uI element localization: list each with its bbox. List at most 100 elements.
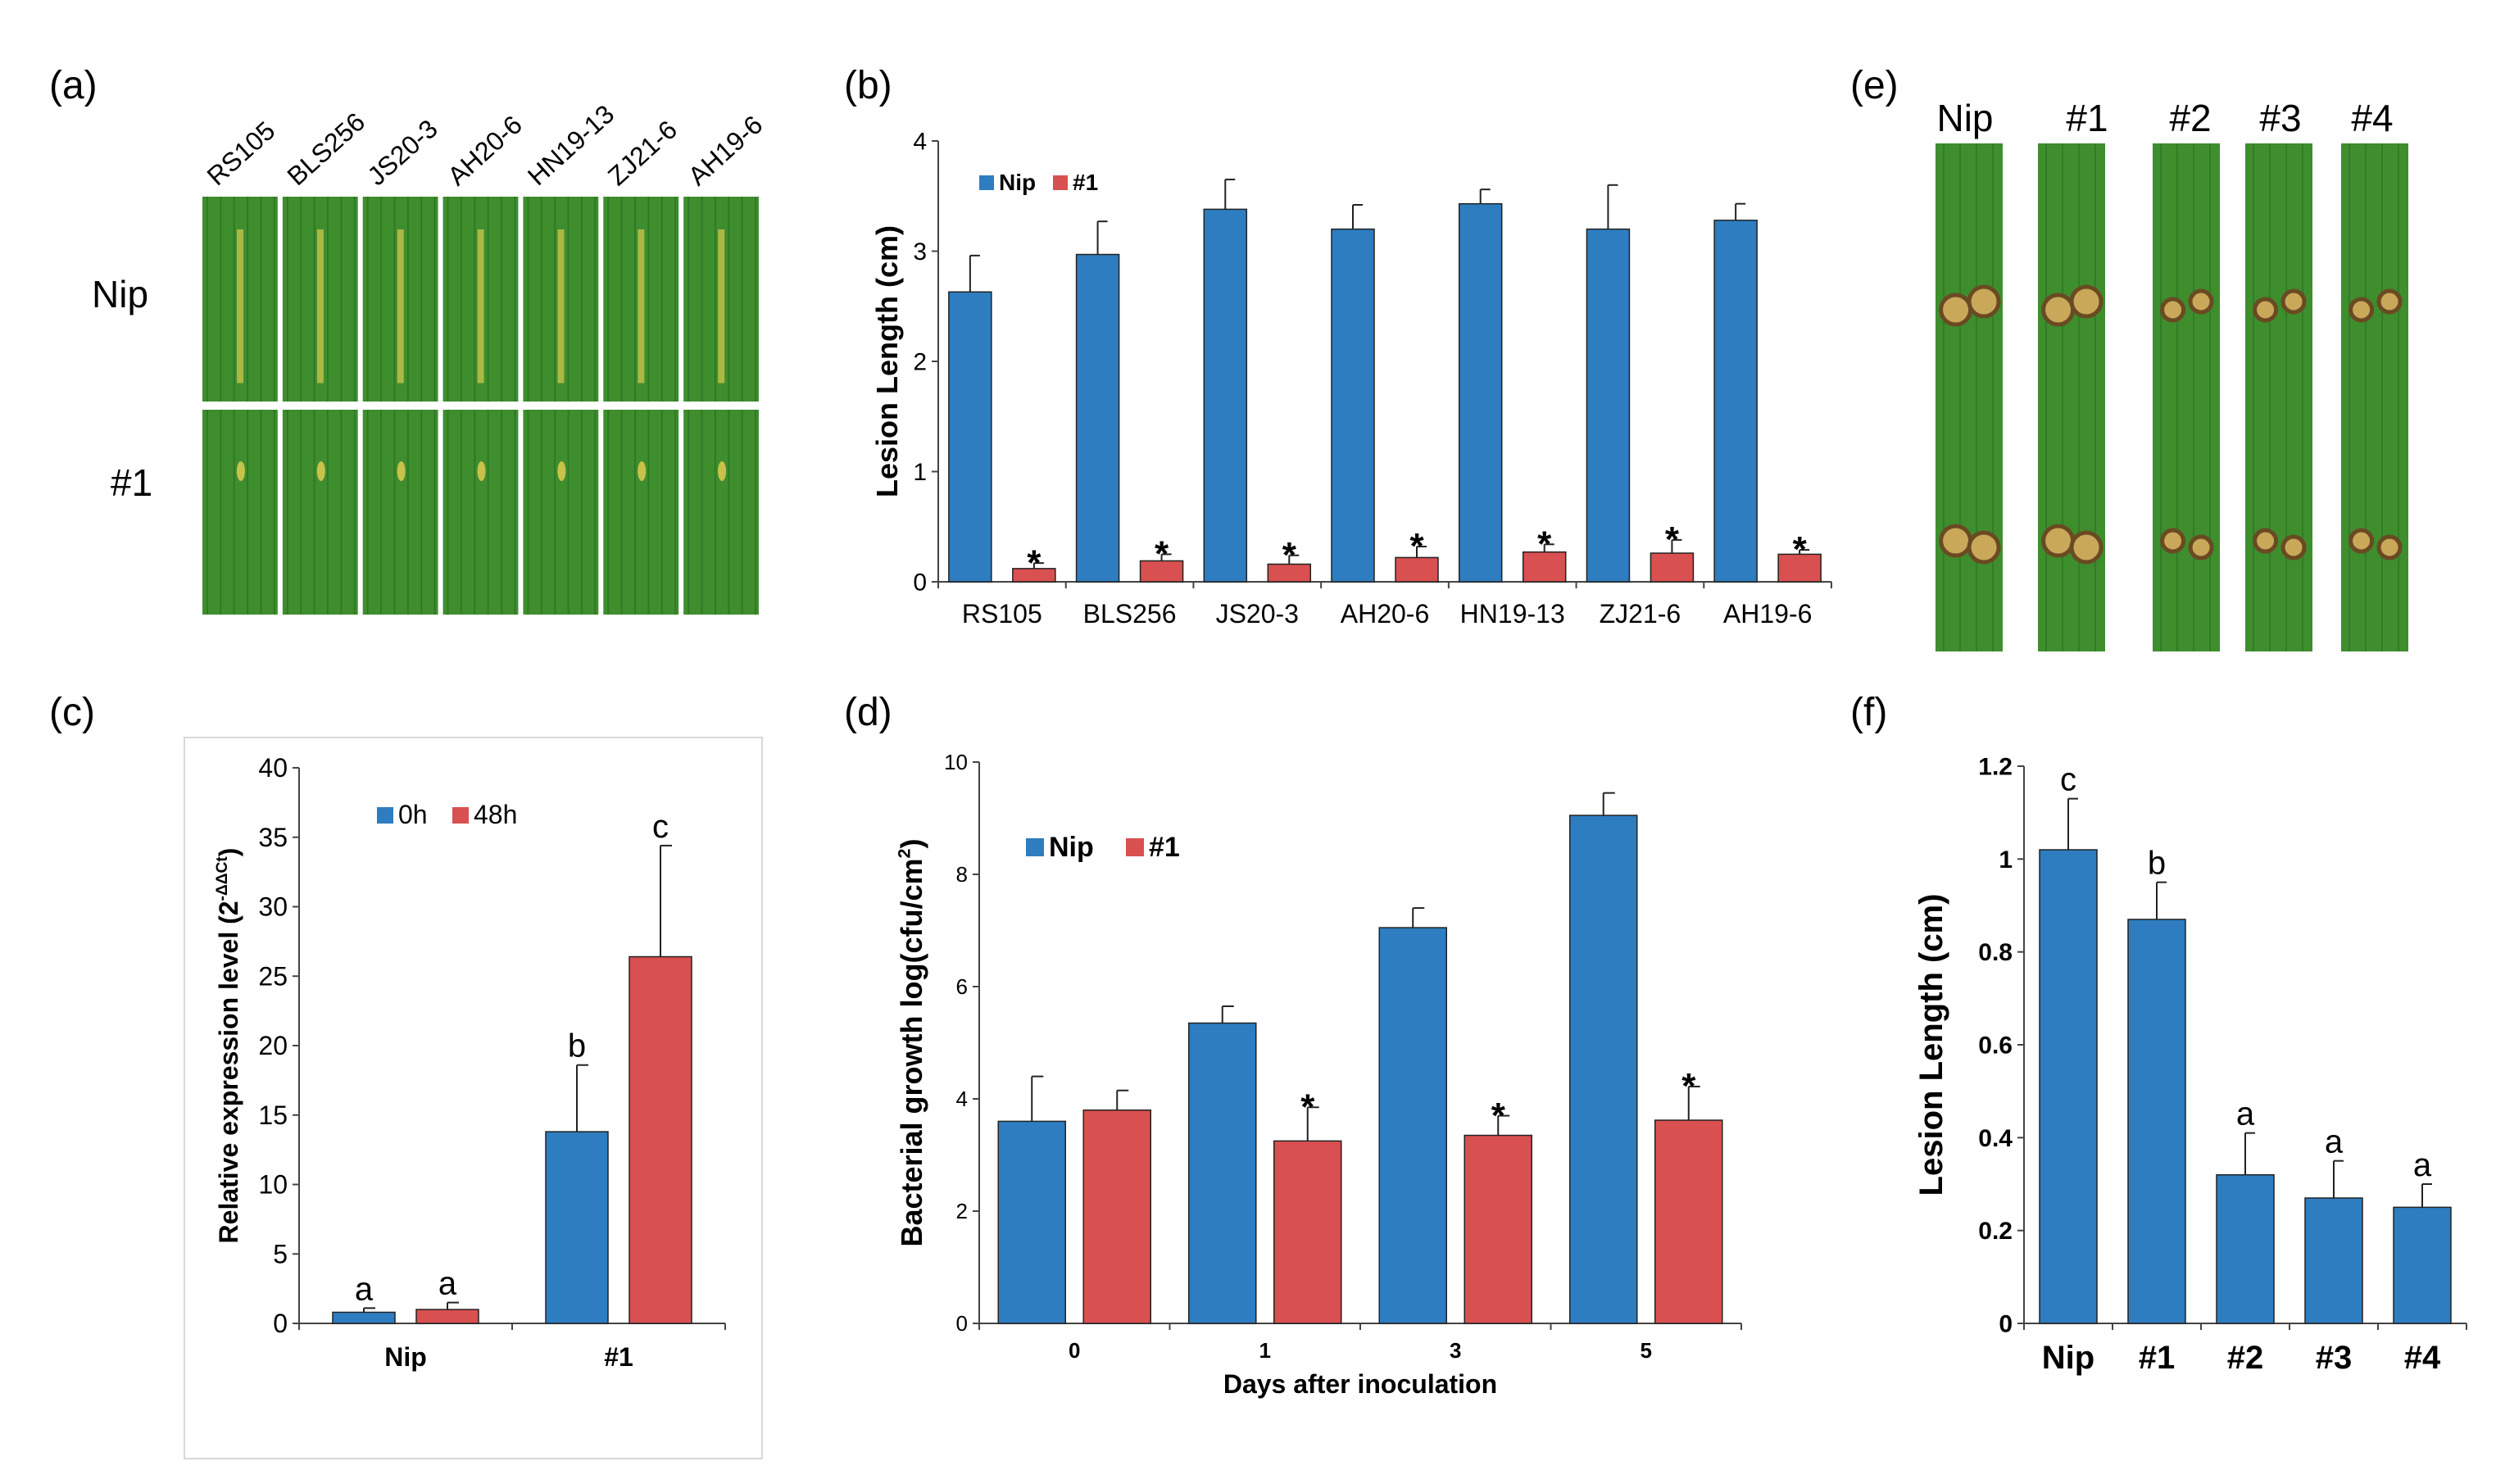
bar-f-Lesion Length-#1 bbox=[2127, 919, 2186, 1324]
data-label-f: b bbox=[2148, 846, 2166, 882]
leaf-lesion bbox=[397, 461, 406, 481]
legend-swatch-d bbox=[1026, 838, 1044, 856]
x-tick-label-d: 3 bbox=[1450, 1338, 1461, 1363]
panel-c-frame bbox=[184, 737, 763, 1459]
data-label-d: * bbox=[1681, 1066, 1696, 1106]
row-label-1: #1 bbox=[111, 461, 152, 504]
leaf-lesion bbox=[477, 229, 484, 383]
legend-label-c: 0h bbox=[398, 800, 428, 829]
bar-d-#1-0 bbox=[1082, 1109, 1151, 1324]
lesion-spot bbox=[2041, 293, 2076, 327]
bar-d-#1-3 bbox=[1464, 1134, 1532, 1324]
leaf-lesion bbox=[477, 461, 486, 481]
data-label-f: a bbox=[2413, 1147, 2432, 1183]
y-tick-label-f: 0 bbox=[1999, 1311, 2013, 1338]
panel-a-leaf-photos: Nip #1 RS105 BLS256JS20-3AH20-6HN19-13ZJ2… bbox=[92, 99, 768, 615]
legend-label-d: Nip bbox=[1049, 832, 1094, 863]
data-label-b: * bbox=[1409, 526, 1424, 566]
data-label-b: * bbox=[1665, 520, 1680, 560]
lesion-spot bbox=[2069, 284, 2103, 319]
y-tick-label-c: 5 bbox=[273, 1239, 288, 1268]
panel-c-chart: 0 5 10 15 20 25 30 35 40 a b a c Nip #1 Relative expres… bbox=[214, 753, 726, 1372]
legend-label-b: Nip bbox=[999, 170, 1036, 195]
x-tick-label-f: #2 bbox=[2227, 1340, 2264, 1376]
y-tick-label-d: 8 bbox=[956, 862, 968, 887]
leaf-strip bbox=[2245, 143, 2312, 651]
legend-label-c: 48h bbox=[474, 800, 517, 829]
panel-label-c: (c) bbox=[49, 691, 95, 734]
y-tick-label-c: 20 bbox=[258, 1031, 288, 1060]
y-axis-label-f: Lesion Length (cm) bbox=[1913, 894, 1949, 1196]
bar-d-Nip-5 bbox=[1569, 815, 1638, 1324]
y-tick-label-b: 3 bbox=[913, 238, 927, 265]
leaf-line-label: #2 bbox=[2169, 97, 2211, 139]
x-tick-label-f: #4 bbox=[2404, 1340, 2441, 1376]
y-tick-label-d: 10 bbox=[944, 750, 968, 774]
legend-label-b: #1 bbox=[1073, 170, 1098, 195]
y-tick-label-f: 0.4 bbox=[1978, 1125, 2013, 1152]
legend-swatch-b bbox=[1053, 175, 1068, 190]
leaf-lesion bbox=[557, 229, 565, 383]
strain-label: JS20-3 bbox=[361, 114, 442, 192]
leaf-lesion bbox=[237, 229, 244, 383]
x-tick-label-d: 0 bbox=[1069, 1338, 1080, 1363]
bar-b-#1-AH20-6 bbox=[1395, 556, 1439, 583]
x-axis-label-d: Days after inoculation bbox=[1223, 1369, 1497, 1399]
y-tick-label-b: 0 bbox=[913, 570, 927, 597]
y-tick-label-f: 1.2 bbox=[1978, 754, 2013, 781]
leaf-strip bbox=[2341, 143, 2408, 651]
legend-swatch-b bbox=[979, 175, 994, 190]
bar-b-#1-BLS256 bbox=[1139, 560, 1184, 583]
data-label-b: * bbox=[1155, 534, 1169, 574]
lesion-spot bbox=[1939, 524, 1973, 558]
data-label-b: * bbox=[1282, 535, 1297, 575]
bar-f-Lesion Length-#3 bbox=[2304, 1197, 2363, 1324]
strain-label: AH19-6 bbox=[683, 110, 769, 191]
legend-swatch-c bbox=[452, 807, 469, 824]
bar-b-Nip-JS20-3 bbox=[1203, 208, 1248, 583]
strain-label: BLS256 bbox=[281, 107, 370, 191]
data-label-f: a bbox=[2236, 1096, 2255, 1132]
y-tick-label-d: 0 bbox=[956, 1311, 968, 1336]
legend-swatch-d bbox=[1126, 838, 1144, 856]
x-tick-label-f: Nip bbox=[2042, 1340, 2094, 1376]
leaf-lesion bbox=[397, 229, 404, 383]
data-label-d: * bbox=[1300, 1087, 1315, 1127]
panel-e-leaf-photo: Nip #1 #2 #3 #4 bbox=[1909, 97, 2417, 651]
y-axis-label-d: Bacterial growth log(cfu/cm2) bbox=[894, 838, 928, 1246]
bar-d-Nip-3 bbox=[1378, 927, 1447, 1324]
y-axis-label-c: Relative expression level (2-ΔΔCt) bbox=[214, 848, 243, 1244]
lesion-spot bbox=[2253, 528, 2279, 554]
leaf-lesion bbox=[718, 229, 725, 383]
bar-f-Lesion Length-Nip bbox=[2039, 849, 2098, 1324]
lesion-spot bbox=[2188, 534, 2214, 560]
row-label-nip: Nip bbox=[92, 273, 148, 315]
leaf-lesion bbox=[718, 461, 727, 481]
data-label-c: c bbox=[652, 809, 669, 845]
lesion-spot bbox=[2069, 530, 2103, 565]
lesion-spot bbox=[2349, 528, 2375, 554]
y-tick-label-f: 0.6 bbox=[1978, 1032, 2013, 1060]
bar-d-#1-5 bbox=[1654, 1119, 1723, 1324]
lesion-spot bbox=[2349, 297, 2375, 323]
lesion-spot bbox=[2280, 288, 2307, 315]
leaf-photo bbox=[603, 410, 679, 615]
leaf-lesion bbox=[236, 461, 245, 481]
bar-c-48h-#1 bbox=[629, 955, 692, 1324]
x-tick-label-b: AH20-6 bbox=[1341, 599, 1430, 629]
x-tick-label-b: ZJ21-6 bbox=[1600, 599, 1681, 629]
x-tick-label-b: RS105 bbox=[962, 599, 1042, 629]
lesion-spot bbox=[2253, 297, 2279, 323]
bar-b-Nip-HN19-13 bbox=[1458, 202, 1503, 583]
x-tick-label-d: 5 bbox=[1641, 1338, 1652, 1363]
lesion-spot bbox=[2188, 288, 2214, 315]
bar-b-Nip-ZJ21-6 bbox=[1586, 228, 1631, 583]
strain-label: ZJ21-6 bbox=[602, 115, 683, 191]
lesion-spot bbox=[1967, 530, 2001, 565]
y-tick-label-c: 15 bbox=[258, 1101, 288, 1130]
panel-d-chart: 0 2 4 6 8 10 * * * 0 1 3 5 Bacterial growth log(cfu/c… bbox=[894, 750, 1742, 1399]
data-label-c: a bbox=[438, 1266, 457, 1302]
y-tick-label-f: 1 bbox=[1999, 846, 2013, 874]
bar-d-#1-1 bbox=[1273, 1140, 1342, 1324]
lesion-spot bbox=[1939, 293, 1973, 327]
